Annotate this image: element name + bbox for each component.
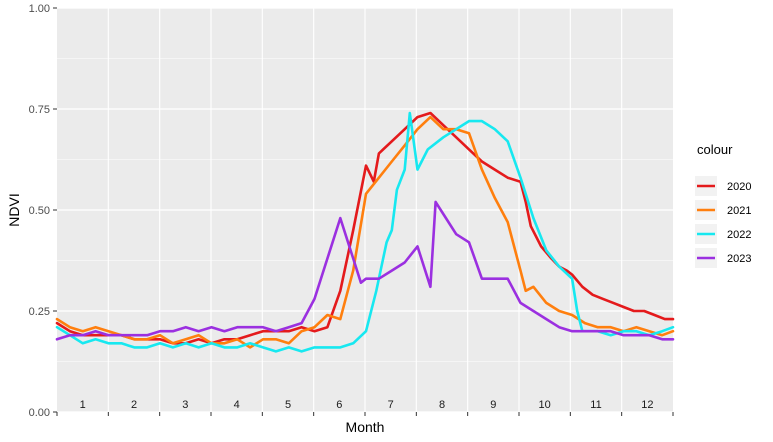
y-tick-label: 0.25	[29, 306, 50, 318]
legend-item-2022: 2022	[695, 224, 751, 244]
month-label: 4	[234, 399, 240, 411]
y-tick-label: 0.00	[29, 407, 50, 419]
month-label: 12	[641, 399, 653, 411]
legend: colour 2020 2021 2022 2023	[695, 142, 751, 268]
y-axis-title: NDVI	[6, 193, 22, 226]
y-tick-label: 1.00	[29, 3, 50, 15]
series-line-2022	[55, 111, 675, 353]
legend-label: 2022	[727, 229, 751, 241]
month-label: 10	[539, 399, 551, 411]
month-label: 7	[388, 399, 394, 411]
legend-label: 2023	[727, 253, 751, 265]
month-label: 11	[590, 399, 601, 411]
series-lines	[55, 111, 675, 353]
y-axis: 0.00 0.25 0.50 0.75 1.00	[29, 3, 57, 419]
month-labels: 1 2 3 4 5 6 7 8 9 10 11 12	[80, 399, 654, 411]
legend-label: 2021	[727, 205, 751, 217]
month-dividers	[56, 8, 674, 416]
legend-item-2023: 2023	[695, 248, 751, 268]
legend-item-2021: 2021	[695, 200, 751, 220]
month-label: 9	[490, 399, 496, 411]
series-line-2021	[55, 115, 675, 349]
legend-item-2020: 2020	[695, 176, 751, 196]
legend-label: 2020	[727, 181, 751, 193]
month-label: 2	[131, 399, 137, 411]
month-label: 5	[285, 399, 291, 411]
series-line-2023	[55, 200, 675, 341]
legend-title: colour	[697, 142, 733, 157]
month-label: 3	[182, 399, 188, 411]
month-label: 8	[439, 399, 445, 411]
month-label: 6	[336, 399, 342, 411]
x-axis-title: Month	[346, 419, 385, 435]
y-tick-label: 0.50	[29, 205, 50, 217]
month-label: 1	[80, 399, 86, 411]
y-tick-label: 0.75	[29, 104, 50, 116]
